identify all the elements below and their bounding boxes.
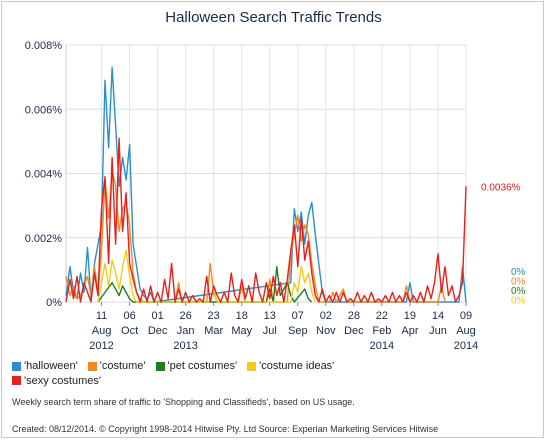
x-tick-label: 26 (180, 310, 192, 322)
x-tick-label: 11 (96, 310, 107, 322)
series-end-label: 0% (511, 277, 526, 288)
series-end-label: 0% (511, 267, 526, 278)
series-end-label: 0.0036% (481, 182, 521, 193)
legend-item: 'pet costumes' (155, 359, 238, 373)
series-end-label: 0% (511, 286, 526, 297)
series-line-1 (65, 169, 446, 303)
x-tick-label: 06 (123, 310, 135, 322)
x-tick-label: 2013 (173, 340, 197, 352)
series-layer (65, 66, 467, 303)
x-tick-label: Mar (204, 325, 223, 337)
x-tick-label: 18 (236, 310, 248, 322)
series-line-0 (65, 66, 467, 303)
x-tick-label: Jan (177, 325, 195, 337)
x-tick-label: 28 (348, 310, 360, 322)
chart-credit: Created: 08/12/2014. © Copyright 1998-20… (12, 424, 439, 434)
x-tick-label: 07 (292, 310, 304, 322)
y-tick-label: 0.008% (25, 40, 63, 52)
chart-title: Halloween Search Traffic Trends (165, 9, 382, 26)
x-tick-label: Sep (288, 325, 308, 337)
x-tick-label: Aug (92, 325, 112, 337)
legend-item: 'sexy costumes' (12, 374, 101, 388)
y-tick-label: 0.002% (25, 233, 63, 245)
x-tick-label: 13 (264, 310, 276, 322)
x-tick-label: 02 (320, 310, 332, 322)
series-line-2 (97, 266, 313, 303)
x-tick-label: Apr (401, 325, 418, 337)
legend-label: 'costume ideas' (259, 360, 335, 372)
legend-label: 'halloween' (24, 360, 78, 372)
x-tick-label: 09 (460, 310, 472, 322)
x-tick-label: Aug (456, 325, 476, 337)
x-tick-label: 2014 (370, 340, 394, 352)
legend-swatch (247, 361, 257, 371)
x-tick-label: 19 (404, 310, 416, 322)
x-tick-label: 2012 (89, 340, 113, 352)
x-tick-label: 01 (151, 310, 163, 322)
legend-item: 'costume ideas' (247, 359, 334, 373)
x-tick-label: Dec (344, 325, 364, 337)
series-end-label: 0% (511, 296, 526, 307)
legend-label: 'costume' (99, 360, 146, 372)
x-tick-label: May (231, 325, 252, 337)
legend-swatch (12, 361, 21, 371)
legend-swatch (87, 361, 97, 371)
x-tick-label: Feb (372, 325, 391, 337)
legend-swatch (12, 376, 21, 385)
grid-layer (65, 44, 467, 303)
end-label-layer: 0.0036%0%0%0%0% (481, 182, 526, 306)
series-line-4 (65, 137, 467, 303)
x-tick-label: 23 (208, 310, 220, 322)
x-tick-label: Jun (429, 325, 447, 337)
legend-swatch (155, 361, 165, 371)
x-tick-label: Nov (316, 325, 336, 337)
x-tick-label: 22 (376, 310, 388, 322)
legend-label: 'pet costumes' (167, 360, 238, 372)
legend: 'halloween' 'costume' 'pet costumes' 'costu… (12, 359, 532, 388)
y-tick-label: 0.006% (25, 104, 63, 116)
legend-item: 'halloween' (12, 359, 78, 373)
x-tick-label: Jul (263, 325, 277, 337)
legend-label: 'sexy costumes' (24, 374, 101, 387)
legend-item: 'costume' (87, 359, 146, 373)
series-line-3 (97, 249, 316, 303)
chart-note: Weekly search term share of traffic to '… (12, 397, 355, 407)
x-tick-label: 2014 (454, 340, 478, 352)
x-tick-label: Dec (148, 325, 168, 337)
y-tick-label: 0.004% (25, 169, 63, 181)
x-tick-label: 14 (432, 310, 444, 322)
y-tick-label: 0% (46, 297, 62, 309)
axis-layer: 0% 0.002% 0.004% 0.006% 0.008% 11 Aug 2012 06 Oct… (25, 40, 479, 352)
x-tick-label: Oct (121, 325, 138, 337)
